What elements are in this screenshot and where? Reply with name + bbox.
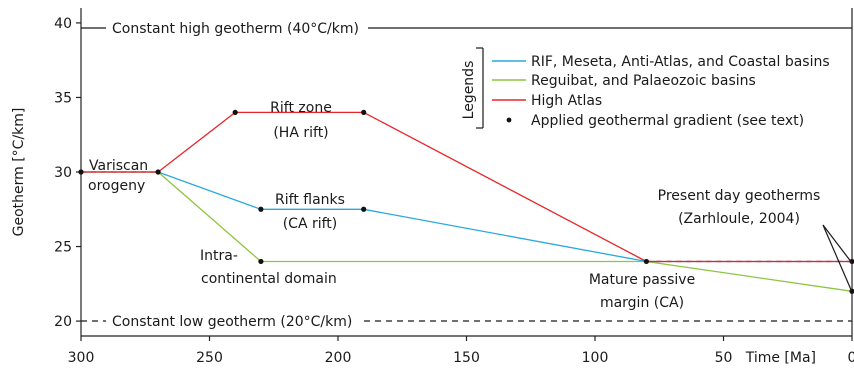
data-point-1 <box>155 169 161 175</box>
x-tick-label-150: 150 <box>453 350 480 366</box>
rift-flanks-label-1: Rift flanks <box>275 192 345 208</box>
variscan-label-2: orogeny <box>88 178 145 194</box>
data-point-0 <box>78 169 84 175</box>
present-pointer-2 <box>822 224 853 293</box>
legend-title: Legends <box>461 61 477 120</box>
legend-label-rif: RIF, Meseta, Anti-Atlas, and Coastal bas… <box>531 54 830 70</box>
variscan-label-1: Variscan <box>89 158 148 174</box>
constant-high-label: Constant high geotherm (40°C/km) <box>112 21 359 37</box>
present-pointer-1 <box>822 224 853 264</box>
y-axis-label: Geotherm [°C/km] <box>11 108 27 237</box>
legend: Legends RIF, Meseta, Anti-Atlas, and Coa… <box>461 47 830 129</box>
data-point-4 <box>258 206 264 212</box>
rift-zone-label-2: (HA rift) <box>273 125 328 141</box>
intra-label-1: Intra- <box>200 248 238 264</box>
data-point-2 <box>232 109 238 115</box>
x-tick-label-300: 300 <box>68 350 95 366</box>
y-tick-label-25: 25 <box>54 240 72 256</box>
data-point-7 <box>643 258 650 265</box>
legend-label-reguibat: Reguibat, and Palaeozoic basins <box>531 73 756 89</box>
rift-flanks-label-2: (CA rift) <box>283 216 338 232</box>
axis-ticks: 300 250 200 150 100 50 0 20 25 30 35 40 <box>54 16 854 366</box>
y-tick-label-20: 20 <box>54 314 72 330</box>
rift-zone-label-1: Rift zone <box>270 100 332 116</box>
x-tick-label-200: 200 <box>325 350 352 366</box>
present-label-2: (Zarhloule, 2004) <box>678 211 800 227</box>
legend-label-high-atlas: High Atlas <box>531 93 602 109</box>
constant-low-label: Constant low geotherm (20°C/km) <box>112 314 352 330</box>
data-point-5 <box>361 206 367 212</box>
mature-label-1: Mature passive <box>589 272 695 288</box>
points-layer <box>78 109 854 294</box>
legend-point-marker <box>506 117 512 123</box>
mature-label-2: margin (CA) <box>600 295 684 311</box>
y-tick-label-30: 30 <box>54 165 72 181</box>
y-tick-label-40: 40 <box>54 16 72 32</box>
data-point-3 <box>361 109 367 115</box>
series-line-2 <box>81 111 852 263</box>
intra-label-2: continental domain <box>201 271 337 287</box>
x-axis-label: Time [Ma] <box>745 350 816 366</box>
x-tick-label-250: 250 <box>196 350 223 366</box>
y-tick-label-35: 35 <box>54 90 72 106</box>
data-point-6 <box>258 258 264 265</box>
x-tick-label-0: 0 <box>848 350 854 366</box>
legend-label-points: Applied geothermal gradient (see text) <box>531 113 804 129</box>
x-tick-label-100: 100 <box>582 350 609 366</box>
present-label-1: Present day geotherms <box>658 188 821 204</box>
x-tick-label-50: 50 <box>715 350 733 366</box>
